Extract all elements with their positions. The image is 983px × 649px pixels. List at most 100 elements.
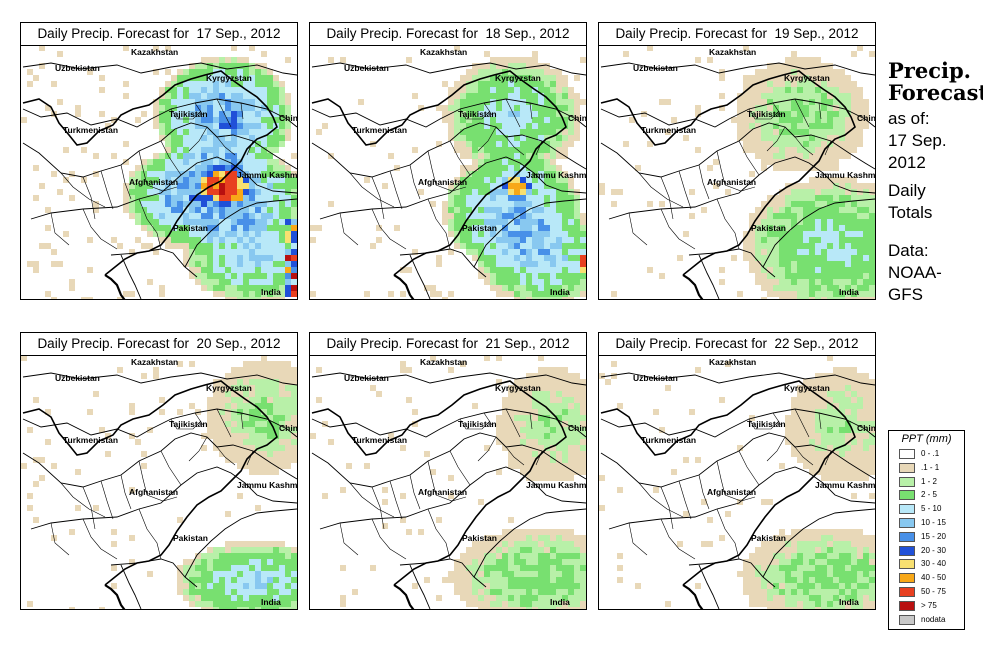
- precip-cell: [532, 565, 538, 571]
- precip-cell: [195, 195, 201, 201]
- precip-cell: [231, 87, 237, 93]
- precip-cell: [562, 195, 568, 201]
- precip-cell: [255, 111, 261, 117]
- precip-cell: [165, 165, 171, 171]
- precip-cell: [791, 409, 797, 415]
- precip-cell: [857, 219, 863, 225]
- precip-cell: [544, 249, 550, 255]
- precip-cell: [827, 195, 833, 201]
- precip-cell: [791, 51, 797, 57]
- precip-cell: [851, 397, 857, 403]
- panel-title: Daily Precip. Forecast for 17 Sep., 2012: [21, 23, 297, 46]
- precip-cell: [791, 99, 797, 105]
- precip-cell: [520, 153, 526, 159]
- precip-cell: [863, 195, 869, 201]
- precip-cell: [195, 117, 201, 123]
- precip-cell: [773, 285, 779, 291]
- precip-cell: [647, 267, 653, 273]
- precip-cell: [845, 463, 851, 469]
- precip-cell: [454, 189, 460, 195]
- precip-cell: [827, 397, 833, 403]
- precip-cell: [249, 469, 255, 475]
- precip-cell: [845, 177, 851, 183]
- precip-cell: [562, 571, 568, 577]
- precip-cell: [237, 105, 243, 111]
- precip-cell: [502, 279, 508, 285]
- precip-cell: [484, 261, 490, 267]
- precip-cell: [237, 397, 243, 403]
- precip-cell: [833, 463, 839, 469]
- precip-cell: [839, 279, 845, 285]
- precip-cell: [785, 207, 791, 213]
- precip-cell: [809, 469, 815, 475]
- precip-cell: [195, 261, 201, 267]
- precip-cell: [779, 565, 785, 571]
- precip-cell: [520, 249, 526, 255]
- precip-cell: [779, 267, 785, 273]
- precip-cell: [845, 559, 851, 565]
- precip-cell: [749, 565, 755, 571]
- precip-cell: [574, 201, 580, 207]
- precip-cell: [267, 547, 273, 553]
- precip-cell: [857, 469, 863, 475]
- legend-swatch: [899, 518, 915, 528]
- precip-cell: [556, 445, 562, 451]
- precip-cell: [532, 445, 538, 451]
- precip-cell: [755, 267, 761, 273]
- legend-swatch: [899, 573, 915, 584]
- precip-cell: [123, 291, 129, 297]
- precip-cell: [243, 559, 249, 565]
- precip-cell: [550, 601, 556, 607]
- precip-cell: [496, 285, 502, 291]
- precip-cell: [496, 469, 502, 475]
- precip-cell: [791, 433, 797, 439]
- precip-cell: [213, 117, 219, 123]
- precip-cell: [207, 589, 213, 595]
- precip-cell: [472, 153, 478, 159]
- precip-cell: [225, 541, 231, 547]
- precip-cell: [273, 81, 279, 87]
- precip-cell: [285, 57, 291, 63]
- precip-cell: [809, 183, 815, 189]
- precip-cell: [797, 117, 803, 123]
- precip-cell: [285, 415, 291, 421]
- precip-cell: [520, 213, 526, 219]
- precip-cell: [496, 535, 502, 541]
- precip-cell: [213, 225, 219, 231]
- precip-cell: [75, 111, 81, 117]
- precip-cell: [171, 231, 177, 237]
- precip-cell: [803, 63, 809, 69]
- precip-cell: [279, 397, 285, 403]
- precip-cell: [273, 601, 279, 607]
- precip-cell: [219, 189, 225, 195]
- precip-cell: [291, 451, 297, 457]
- precip-cell: [442, 105, 448, 111]
- precip-cell: [574, 571, 580, 577]
- precip-cell: [472, 541, 478, 547]
- precip-cell: [141, 451, 147, 457]
- precip-cell: [273, 195, 279, 201]
- precip-cell: [568, 255, 574, 261]
- precip-cell: [827, 135, 833, 141]
- region-outline: [600, 380, 856, 586]
- precip-cell: [249, 99, 255, 105]
- precip-cell: [207, 171, 213, 177]
- precip-cell: [809, 273, 815, 279]
- precip-cell: [243, 601, 249, 607]
- precip-cell: [442, 81, 448, 87]
- precip-cell: [779, 261, 785, 267]
- precip-cell: [767, 559, 773, 565]
- precip-cell: [839, 601, 845, 607]
- precip-cell: [273, 201, 279, 207]
- precip-cell: [544, 559, 550, 565]
- precip-cell: [279, 451, 285, 457]
- precip-cell: [544, 529, 550, 535]
- precip-cell: [803, 427, 809, 433]
- precip-cell: [472, 129, 478, 135]
- precip-cell: [767, 63, 773, 69]
- precip-cell: [833, 553, 839, 559]
- precip-cell: [243, 589, 249, 595]
- precip-cell: [225, 261, 231, 267]
- precip-cell: [237, 153, 243, 159]
- precip-cell: [755, 255, 761, 261]
